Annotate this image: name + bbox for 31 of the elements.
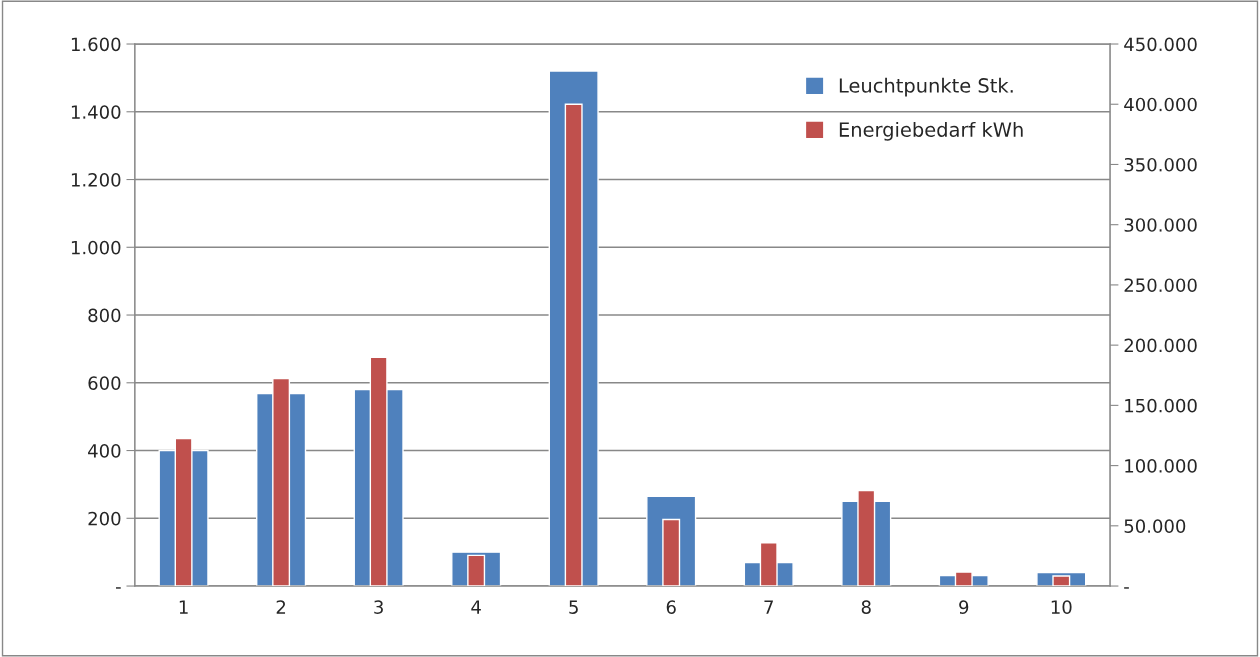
y2-tick-label: 300.000 — [1124, 218, 1197, 232]
y2-tick-label: 50.000 — [1124, 519, 1186, 533]
x-tick-label: 4 — [471, 600, 481, 614]
y2-tick-label: 250.000 — [1124, 278, 1197, 293]
y2-tick-label: 150.000 — [1125, 398, 1197, 413]
legend-label: Energiebedarf kWh — [839, 121, 1023, 141]
y-tick-label: 1.000 — [71, 240, 121, 255]
x-tick-label: 10 — [1051, 600, 1072, 614]
y-tick-label: 1.400 — [71, 105, 121, 119]
x-tick-label: 8 — [861, 600, 871, 614]
y2-tick-label: 450.000 — [1124, 37, 1197, 52]
x-tick-label: 1 — [179, 600, 188, 614]
y-tick-label: 800 — [88, 308, 121, 323]
x-tick-label: 3 — [374, 600, 383, 614]
y-tick-label: 1.600 — [71, 37, 121, 52]
y2-tick-label: - — [1124, 587, 1129, 589]
y-tick-label: 400 — [88, 444, 121, 458]
y-tick-label: 200 — [88, 511, 121, 526]
y2-tick-label: 200.000 — [1124, 338, 1197, 353]
y2-tick-label: 400.000 — [1124, 97, 1197, 112]
x-tick-label: 9 — [959, 600, 969, 614]
legend-label: Leuchtpunkte Stk. — [839, 77, 1013, 97]
y-tick-label: 600 — [88, 376, 121, 390]
y-tick-label: 1.200 — [71, 172, 121, 187]
x-tick-label: 5 — [569, 600, 578, 614]
y2-tick-label: 100.000 — [1125, 459, 1197, 473]
x-tick-label: 7 — [764, 600, 773, 614]
y-tick-label: - — [115, 587, 121, 589]
x-tick-label: 6 — [666, 600, 676, 614]
x-tick-label: 2 — [276, 600, 286, 614]
y2-tick-label: 350.000 — [1124, 157, 1197, 172]
